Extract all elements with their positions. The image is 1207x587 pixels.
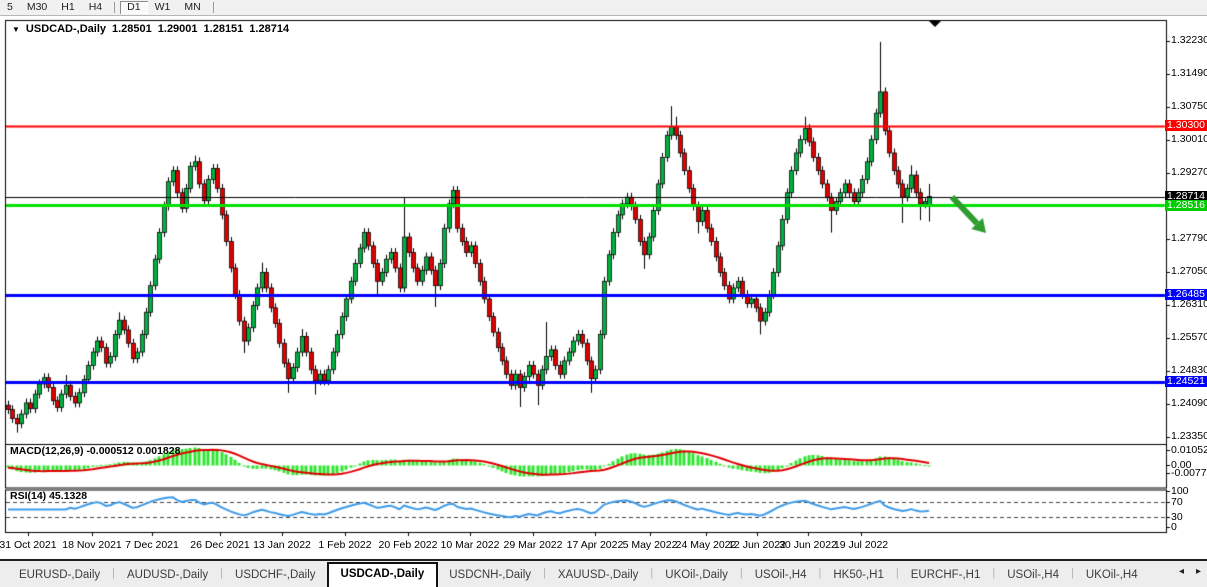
tab-scroll-arrows: ◂ ▸ bbox=[1179, 566, 1201, 577]
toolbar-separator bbox=[114, 2, 116, 13]
chart-tab-eurusd-daily[interactable]: EURUSD-,Daily bbox=[19, 569, 101, 581]
price-level-badge: 1.28516 bbox=[1165, 200, 1207, 211]
tab-separator: | bbox=[543, 567, 546, 579]
toolbar-separator bbox=[212, 2, 214, 13]
chart-tab-usdcnh-daily[interactable]: USDCNH-,Daily bbox=[449, 569, 532, 581]
price-axis-label: 1.30750 bbox=[1171, 100, 1207, 112]
chart-tab-ukoil-h4[interactable]: UKOil-,H4 bbox=[1085, 569, 1138, 581]
macd-label: MACD(12,26,9) -0.000512 0.001828 bbox=[10, 445, 181, 457]
timeframe-toolbar: 5 M30 H1 H4 D1 W1 MN bbox=[0, 0, 1207, 16]
time-axis-label: 12 Jun 2022 bbox=[728, 539, 786, 551]
timeframe-button-mn[interactable]: MN bbox=[184, 1, 201, 13]
indicator-axis-label: 0.00 bbox=[1171, 459, 1192, 471]
time-axis-label: 31 Oct 2021 bbox=[0, 539, 57, 551]
price-axis-label: 1.24830 bbox=[1171, 364, 1207, 376]
tab-separator: | bbox=[1071, 567, 1074, 579]
timeframe-button-h4[interactable]: H4 bbox=[88, 1, 103, 13]
rsi-label: RSI(14) 45.1328 bbox=[10, 490, 88, 502]
chart-tab-audusd-daily[interactable]: AUDUSD-,Daily bbox=[127, 569, 209, 581]
price-axis-label: 1.31490 bbox=[1171, 67, 1207, 79]
tab-separator: | bbox=[739, 567, 743, 579]
tab-separator: | bbox=[220, 567, 224, 579]
time-axis-label: 5 May 2022 bbox=[622, 539, 678, 551]
time-axis-label: 26 Dec 2021 bbox=[190, 539, 250, 551]
time-axis-label: 29 Mar 2022 bbox=[503, 539, 563, 551]
timeframe-button-m30[interactable]: M30 bbox=[26, 1, 48, 13]
time-axis-label: 1 Feb 2022 bbox=[318, 539, 372, 551]
indicator-axis-label: -0.00774 bbox=[1171, 467, 1207, 479]
price-axis-label: 1.27790 bbox=[1171, 232, 1207, 244]
tab-separator: | bbox=[650, 567, 654, 579]
tab-separator: | bbox=[895, 567, 899, 579]
ohlc-high: 1.29001 bbox=[157, 23, 198, 35]
time-axis-label: 19 Jul 2022 bbox=[833, 539, 889, 551]
tab-separator: | bbox=[992, 567, 996, 579]
indicator-axis-label: 100 bbox=[1171, 485, 1189, 497]
price-level-badge: 1.30300 bbox=[1165, 120, 1207, 131]
chart-tab-eurchf-h1[interactable]: EURCHF-,H1 bbox=[910, 569, 981, 581]
price-axis-label: 1.26310 bbox=[1171, 298, 1207, 310]
price-axis-label: 1.23350 bbox=[1171, 430, 1207, 442]
chart-tab-usoil-h4[interactable]: USOil-,H4 bbox=[754, 569, 807, 581]
time-axis-label: 10 Mar 2022 bbox=[440, 539, 500, 551]
chart-tab-usoil-h4[interactable]: USOil-,H4 bbox=[1007, 569, 1059, 581]
chart-tab-ukoil-daily[interactable]: UKOil-,Daily bbox=[665, 569, 728, 581]
chart-tab-usdchf-daily[interactable]: USDCHF-,Daily bbox=[235, 569, 316, 581]
timeframe-button-w1[interactable]: W1 bbox=[154, 1, 171, 13]
timeframe-button-h1[interactable]: H1 bbox=[61, 1, 75, 13]
symbol-name: USDCAD-,Daily bbox=[25, 23, 106, 35]
tab-scroll-right-icon[interactable]: ▸ bbox=[1195, 566, 1201, 577]
indicator-axis-label: 0.01052 bbox=[1171, 444, 1207, 456]
time-axis-label: 30 Jun 2022 bbox=[779, 539, 837, 551]
price-level-badge: 1.28714 bbox=[1165, 191, 1207, 202]
ohlc-close: 1.28714 bbox=[249, 23, 290, 35]
time-axis-label: 20 Feb 2022 bbox=[378, 539, 438, 551]
price-axis-label: 1.32230 bbox=[1171, 34, 1207, 46]
indicator-axis-label: 70 bbox=[1171, 496, 1183, 508]
indicator-axis-label: 30 bbox=[1171, 511, 1183, 523]
time-axis-label: 7 Dec 2021 bbox=[125, 539, 179, 551]
price-axis-label: 1.29270 bbox=[1171, 166, 1207, 178]
collapse-icon[interactable]: ▼ bbox=[12, 24, 20, 34]
tab-scroll-left-icon[interactable]: ◂ bbox=[1178, 566, 1184, 577]
price-level-badge: 1.24521 bbox=[1165, 376, 1207, 387]
ohlc-open: 1.28501 bbox=[112, 23, 152, 35]
time-axis-label: 24 May 2022 bbox=[675, 539, 737, 551]
price-axis-label: 1.25570 bbox=[1171, 331, 1207, 343]
time-axis-label: 18 Nov 2021 bbox=[62, 539, 122, 551]
price-axis-label: 1.30010 bbox=[1171, 133, 1207, 145]
price-level-badge: 1.26485 bbox=[1165, 289, 1207, 300]
symbol-title: ▼ USDCAD-,Daily 1.28501 1.29001 1.28151 … bbox=[12, 23, 289, 35]
time-axis-label: 13 Jan 2022 bbox=[253, 539, 311, 551]
timeframe-button-5[interactable]: 5 bbox=[7, 1, 13, 13]
indicator-axis-label: 0 bbox=[1171, 521, 1177, 533]
tab-separator: | bbox=[112, 567, 116, 579]
price-axis-label: 1.24090 bbox=[1171, 397, 1207, 409]
chart-tab-xauusd-daily[interactable]: XAUUSD-,Daily bbox=[557, 569, 639, 581]
timeframe-button-d1[interactable]: D1 bbox=[120, 1, 148, 14]
time-axis-label: 17 Apr 2022 bbox=[566, 539, 624, 551]
tab-separator: | bbox=[818, 567, 822, 579]
ohlc-low: 1.28151 bbox=[203, 23, 244, 35]
price-axis-label: 1.27050 bbox=[1171, 265, 1207, 277]
chart-tab-bar: EURUSD-,Daily | AUDUSD-,Daily | USDCHF-,Dail… bbox=[0, 559, 1207, 587]
chart-tab-usdcad-daily[interactable]: USDCAD-,Daily bbox=[326, 562, 439, 587]
chart-tab-hk50-h1[interactable]: HK50-,H1 bbox=[833, 569, 884, 581]
